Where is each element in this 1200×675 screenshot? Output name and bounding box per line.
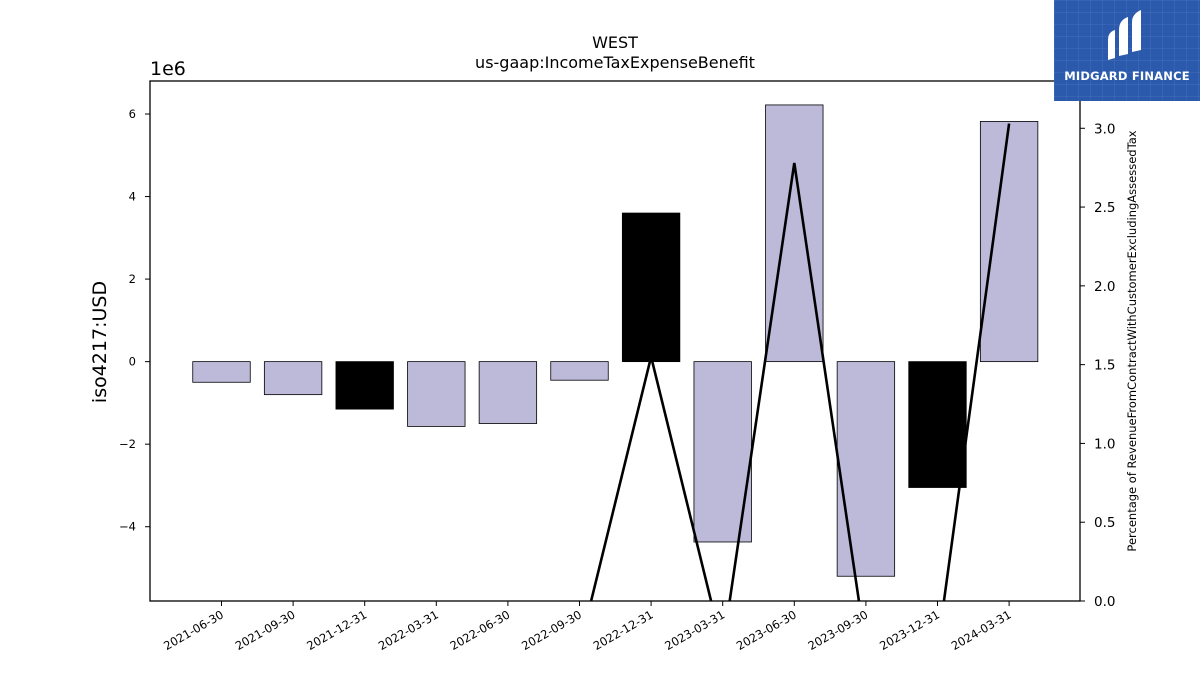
midgard-finance-logo: MIDGARD FINANCE — [1054, 0, 1200, 101]
y-axis-label: iso4217:USD — [89, 281, 111, 403]
bar — [192, 361, 251, 383]
y-right-tick-label: 0.5 — [1094, 515, 1115, 531]
y-right-tick-label: 0.0 — [1094, 594, 1115, 610]
bar — [478, 361, 538, 424]
percentage-line — [589, 123, 1011, 601]
y-right-tick-label: 1.5 — [1094, 358, 1115, 374]
y-axis-right-label: Percentage of RevenueFromContractWithCus… — [1125, 130, 1139, 551]
chart-subtitle: us-gaap:IncomeTaxExpenseBenefit — [475, 53, 755, 72]
x-tick-label: 2022-09-30 — [519, 607, 584, 653]
x-tick-label: 2023-03-31 — [662, 607, 727, 653]
bar — [263, 361, 323, 396]
y-tick-label: 6 — [129, 107, 136, 121]
plot-frame — [149, 80, 1081, 602]
y-tick-label: 0 — [129, 355, 136, 369]
bar — [765, 104, 824, 363]
x-tick-label: 2021-09-30 — [233, 607, 298, 653]
x-tick-label: 2023-06-30 — [734, 607, 799, 653]
x-tick-label: 2021-06-30 — [161, 607, 226, 653]
logo-mark-icon — [1108, 10, 1141, 60]
bar — [335, 361, 394, 410]
y-offset-label: 1e6 — [150, 58, 186, 80]
x-tick-label: 2023-12-31 — [877, 607, 942, 653]
bar — [550, 361, 609, 381]
x-tick-label: 2023-09-30 — [806, 607, 871, 653]
bar — [621, 212, 681, 363]
x-tick-label: 2022-06-30 — [448, 607, 513, 653]
y-right-tick-label: 2.0 — [1094, 279, 1115, 295]
y-tick-label: −2 — [119, 437, 136, 451]
chart-title: WEST — [592, 33, 638, 52]
logo-text: MIDGARD FINANCE — [1064, 69, 1190, 83]
y-tick-label: 4 — [129, 190, 136, 204]
x-tick-label: 2022-03-31 — [376, 607, 441, 653]
x-tick-label: 2024-03-31 — [949, 607, 1014, 653]
y-right-tick-label: 1.0 — [1094, 436, 1115, 452]
bar — [407, 361, 466, 427]
y-right-tick-label: 3.0 — [1094, 121, 1115, 137]
y-tick-label: 2 — [129, 272, 136, 286]
bar — [836, 361, 896, 577]
y-right-tick-label: 2.5 — [1094, 200, 1115, 216]
bar — [908, 361, 967, 488]
y-tick-label: −4 — [119, 520, 136, 534]
bar — [979, 121, 1039, 363]
x-tick-label: 2022-12-31 — [591, 607, 656, 653]
x-tick-label: 2021-12-31 — [304, 607, 369, 653]
